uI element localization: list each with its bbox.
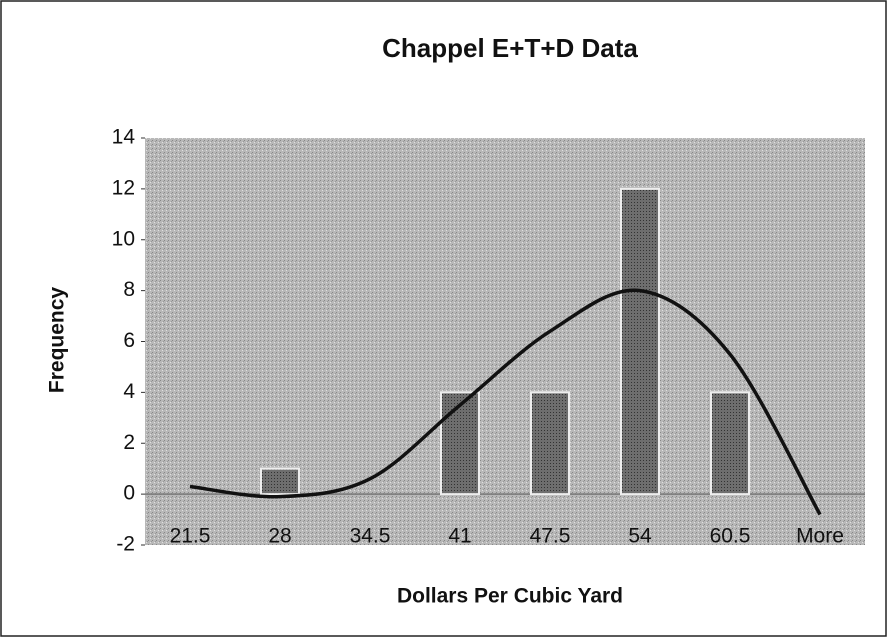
y-tick-label: 14 <box>112 126 136 149</box>
trendline <box>189 288 822 516</box>
y-tick-label: 8 <box>123 278 135 301</box>
y-tick-label: 4 <box>123 380 135 403</box>
chart-title: Chappel E+T+D Data <box>382 33 638 63</box>
bar <box>530 391 570 496</box>
x-tick-label: 21.5 <box>170 525 211 548</box>
x-tick-label: 60.5 <box>710 525 751 548</box>
bar <box>620 187 660 496</box>
plot-area <box>145 138 865 545</box>
x-tick-label: 47.5 <box>530 525 571 548</box>
y-tick-label: 10 <box>112 227 135 250</box>
bar <box>440 391 480 496</box>
x-tick-label: 41 <box>448 525 471 548</box>
x-tick-label: 34.5 <box>350 525 391 548</box>
y-tick-label: 6 <box>123 329 135 352</box>
y-axis-label: Frequency <box>46 287 69 394</box>
y-tick-label: 0 <box>123 482 135 505</box>
bar <box>260 467 300 496</box>
y-tick-label: 12 <box>112 176 135 199</box>
x-axis-label: Dollars Per Cubic Yard <box>397 585 623 608</box>
x-tick-label: 54 <box>628 525 652 548</box>
bar <box>710 391 750 496</box>
x-tick-label: 28 <box>268 525 291 548</box>
y-tick-label: 2 <box>123 431 135 454</box>
x-tick-label: More <box>796 525 844 548</box>
y-tick-label: -2 <box>116 533 135 556</box>
